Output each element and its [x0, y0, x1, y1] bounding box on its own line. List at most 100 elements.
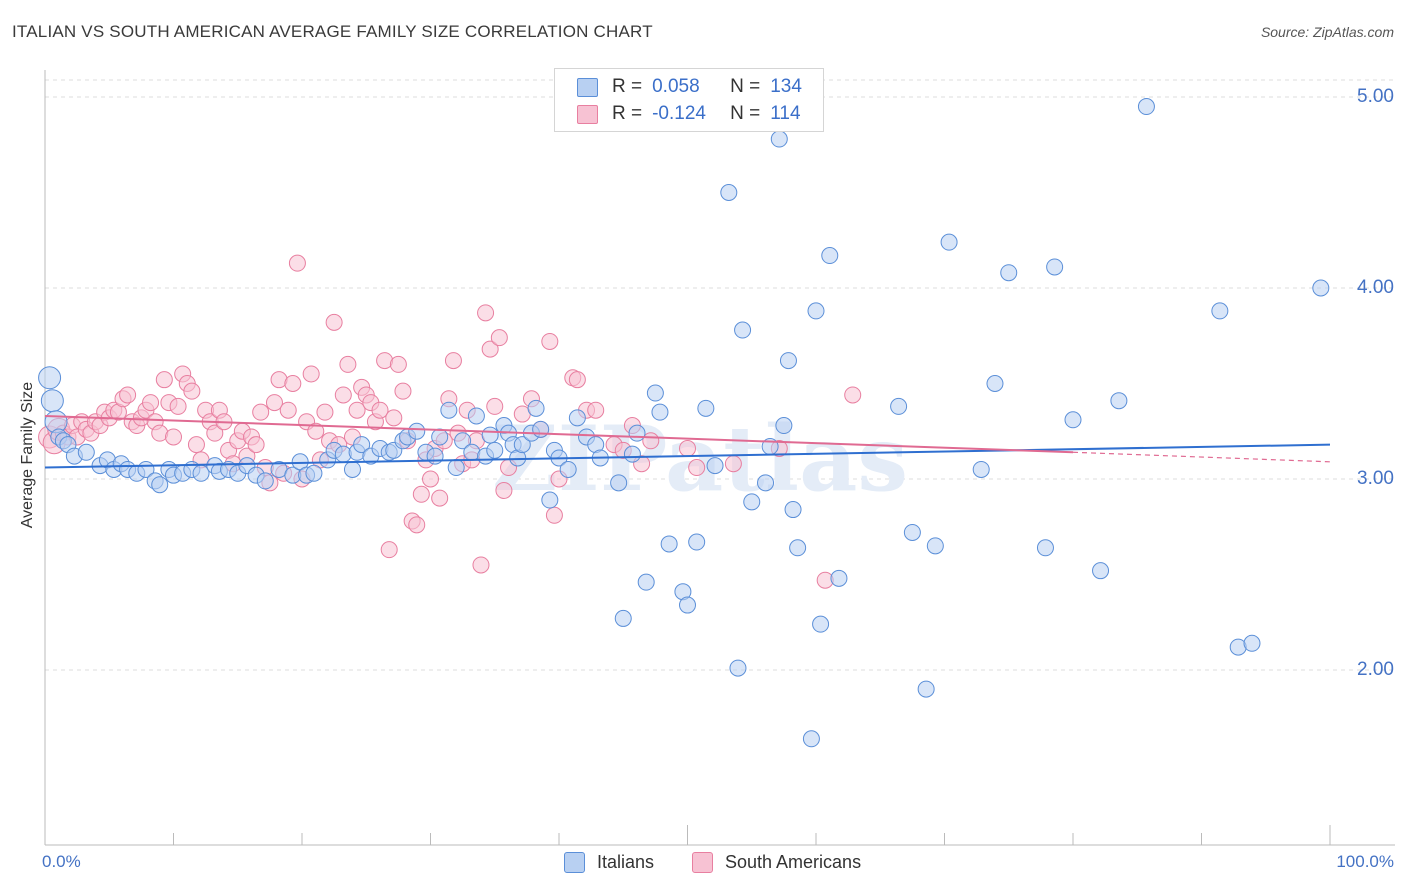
data-point [206, 424, 224, 442]
data-point [812, 615, 830, 633]
data-point [380, 541, 398, 559]
data-point [545, 506, 563, 524]
data-point [481, 426, 499, 444]
data-point [830, 569, 848, 587]
data-point [720, 184, 738, 201]
data-point [614, 609, 632, 627]
legend-item-south-americans[interactable]: South Americans [692, 852, 861, 873]
x-tick-label: 100.0% [1336, 852, 1394, 871]
data-point [447, 459, 465, 477]
south-swatch [692, 852, 713, 873]
data-point [1064, 411, 1082, 429]
data-point [486, 397, 504, 415]
x-tick-label: 0.0% [42, 852, 81, 871]
data-point [789, 539, 807, 557]
r-label: R = [612, 103, 643, 124]
data-point [343, 460, 361, 478]
y-tick-label: 5.00 [1357, 86, 1394, 107]
data-point [38, 366, 62, 390]
legend-item-italians[interactable]: Italians [564, 852, 654, 873]
data-point [1110, 392, 1128, 410]
data-point [724, 455, 742, 473]
data-point [917, 680, 935, 698]
data-point [651, 403, 669, 421]
data-point [513, 436, 531, 454]
data-point [119, 386, 137, 404]
data-point [288, 254, 306, 272]
data-point [1312, 279, 1330, 297]
data-point [389, 355, 407, 373]
legend-label: Italians [597, 852, 655, 872]
data-point [440, 401, 458, 419]
data-point [972, 460, 990, 478]
data-point [757, 474, 775, 492]
data-point [1092, 562, 1110, 580]
data-point [477, 304, 495, 322]
stats-legend: R = 0.058 N = 134 R = -0.124 N = 114 [554, 68, 824, 132]
data-point [660, 535, 678, 553]
legend-row-south: R = -0.124 N = 114 [577, 103, 801, 125]
data-point [325, 313, 343, 331]
data-point [284, 375, 302, 392]
data-point [734, 321, 752, 339]
data-point [490, 329, 508, 347]
data-point [807, 302, 825, 320]
r-value: -0.124 [652, 103, 706, 124]
data-point [628, 424, 646, 442]
data-point [187, 436, 205, 454]
trend-line-south-dashed [1072, 451, 1331, 463]
legend-row-italians: R = 0.058 N = 134 [577, 76, 802, 98]
data-point [247, 436, 265, 454]
data-point [706, 457, 724, 475]
data-point [802, 730, 820, 748]
data-point [40, 389, 64, 413]
data-point [252, 403, 270, 421]
data-point [679, 439, 696, 457]
data-point [151, 476, 169, 494]
data-point [1046, 258, 1064, 276]
data-point [623, 445, 641, 463]
n-value: 114 [770, 103, 801, 124]
data-point [770, 130, 788, 148]
data-point [1243, 634, 1261, 652]
data-point [279, 401, 297, 419]
data-point [77, 443, 95, 461]
data-point [844, 386, 862, 404]
data-point [408, 422, 426, 440]
italians-swatch [577, 77, 598, 97]
data-point [568, 409, 586, 427]
data-point [307, 422, 325, 440]
data-point [256, 472, 274, 490]
data-point [394, 382, 412, 400]
data-point [527, 399, 545, 417]
r-value: 0.058 [652, 76, 700, 97]
data-point [903, 523, 921, 541]
data-point [385, 409, 403, 427]
data-point [353, 436, 371, 454]
data-point [431, 428, 449, 446]
data-point [472, 556, 490, 574]
data-point [339, 355, 357, 373]
data-point [348, 401, 366, 419]
data-point [481, 340, 499, 358]
data-point [142, 394, 160, 412]
data-point [926, 537, 944, 555]
data-point [637, 573, 655, 591]
data-point [541, 491, 559, 509]
n-label: N = [730, 76, 761, 97]
data-point [1000, 264, 1018, 282]
data-point [316, 403, 334, 421]
data-point [467, 407, 485, 425]
data-point [779, 352, 797, 370]
data-point [532, 420, 550, 438]
data-point [431, 489, 449, 507]
data-point [646, 384, 664, 402]
data-point [587, 401, 605, 419]
data-point [821, 247, 839, 265]
data-point [784, 501, 802, 519]
chart-title: ITALIAN VS SOUTH AMERICAN AVERAGE FAMILY… [12, 22, 653, 41]
data-point [541, 332, 559, 350]
data-point [305, 464, 323, 482]
italians-swatch [564, 852, 585, 873]
data-point [155, 371, 173, 389]
